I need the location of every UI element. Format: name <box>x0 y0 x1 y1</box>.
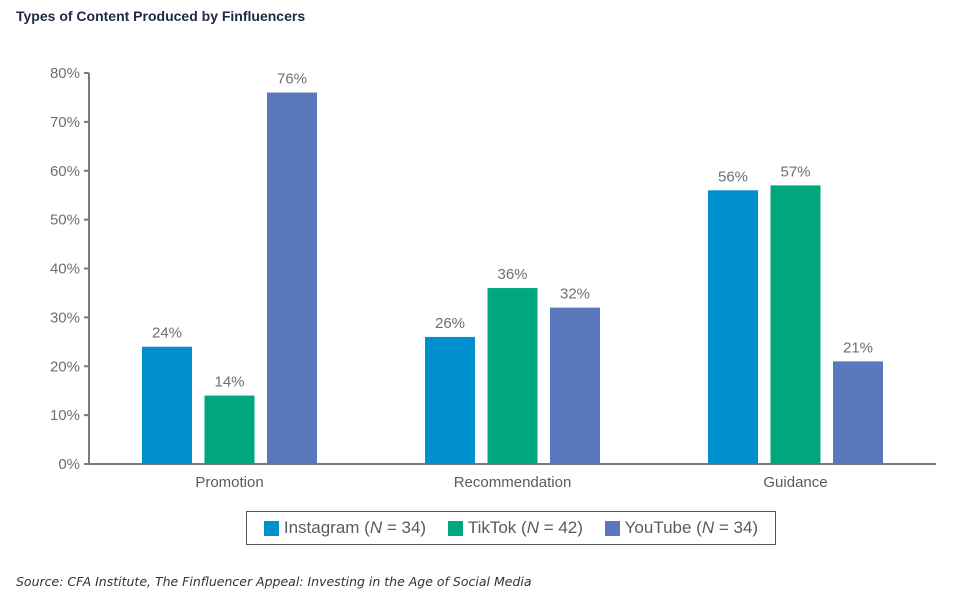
x-tick-label: Recommendation <box>454 474 572 491</box>
data-label: 24% <box>152 325 182 342</box>
x-tick-label: Guidance <box>763 474 827 491</box>
y-tick-label: 0% <box>58 456 80 473</box>
legend-item-youtube: YouTube (N = 34) <box>604 518 759 538</box>
y-tick-label: 20% <box>50 358 80 375</box>
y-tick-label: 60% <box>50 163 80 180</box>
data-label: 76% <box>277 71 307 88</box>
data-label: 26% <box>435 315 465 332</box>
y-tick-label: 50% <box>50 212 80 229</box>
legend-label-tiktok: TikTok (N = 42) <box>467 518 583 537</box>
y-tick-label: 40% <box>50 261 80 278</box>
legend-swatch-youtube <box>604 520 620 536</box>
data-label: 32% <box>560 286 590 303</box>
bar-promotion-tiktok <box>204 395 255 464</box>
bar-promotion-youtube <box>267 92 317 465</box>
data-label: 57% <box>780 163 810 180</box>
bar-recommendation-youtube <box>550 307 600 464</box>
data-label: 56% <box>718 168 748 185</box>
bar-recommendation-instagram <box>425 336 475 464</box>
bar-guidance-instagram <box>708 190 758 465</box>
bar-chart: 0% 10% 20% 30% 40% 50% 60% 70% 80% Promotion Recom… <box>50 65 936 491</box>
chart-title: Types of Content Produced by Finfluencer… <box>16 8 306 24</box>
bar-guidance-youtube <box>833 361 883 464</box>
bar-recommendation-tiktok <box>487 288 538 464</box>
legend-swatch-instagram <box>263 520 279 536</box>
axes: 0% 10% 20% 30% 40% 50% 60% 70% 80% Promotion Recom… <box>50 65 936 491</box>
x-tick-label: Promotion <box>195 474 263 491</box>
data-label: 36% <box>497 266 527 283</box>
y-tick-label: 70% <box>50 114 80 131</box>
legend-item-tiktok: TikTok (N = 42) <box>447 518 583 538</box>
legend-item-instagram: Instagram (N = 34) <box>263 518 427 538</box>
bar-promotion-instagram <box>142 346 192 464</box>
legend-label-youtube: YouTube (N = 34) <box>624 518 759 537</box>
legend-label-instagram: Instagram (N = 34) <box>283 518 427 537</box>
y-tick-label: 10% <box>50 407 80 424</box>
y-tick-label: 30% <box>50 309 80 326</box>
legend-swatch-tiktok <box>447 520 463 536</box>
legend: Instagram (N = 34) TikTok (N = 42) YouTu… <box>246 511 776 545</box>
value-labels: 24% 14% 76% 26% 36% 32% 56% 57% 21% <box>152 71 873 391</box>
y-tick-label: 80% <box>50 65 80 82</box>
source-note: Source: CFA Institute, The Finfluencer A… <box>16 574 532 589</box>
bar-guidance-tiktok <box>770 185 821 464</box>
data-label: 21% <box>843 339 873 356</box>
bars <box>142 92 883 465</box>
data-label: 14% <box>214 374 244 391</box>
